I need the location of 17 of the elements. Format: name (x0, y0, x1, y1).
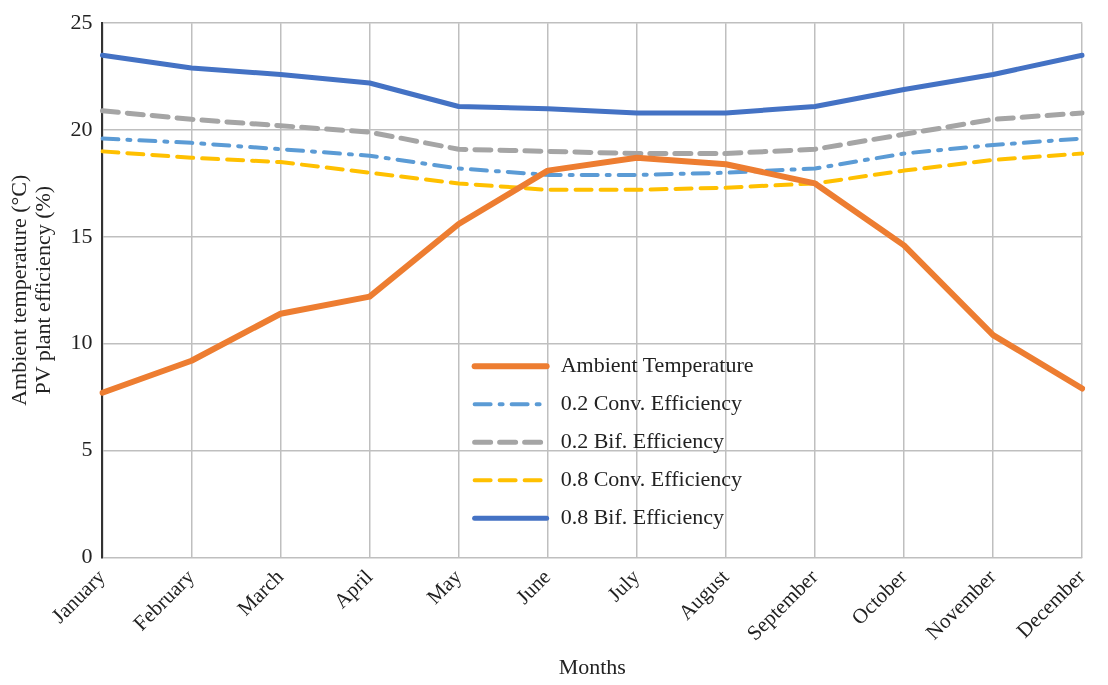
y-tick-label: 10 (70, 329, 93, 355)
y-tick-label: 15 (70, 222, 93, 248)
legend-label: 0.8 Conv. Efficiency (560, 466, 743, 492)
legend-label: 0.2 Conv. Efficiency (560, 390, 743, 416)
line-series (100, 149, 1085, 192)
legend-label: 0.2 Bif. Efficiency (560, 428, 724, 454)
x-tick-label: May (421, 564, 467, 609)
x-axis-title: Months (558, 653, 626, 679)
y-tick-label: 20 (70, 115, 93, 141)
legend-label: Ambient Temperature (560, 352, 754, 378)
x-tick-label: July (602, 564, 645, 607)
y-axis-title: Ambient temperature (°C) PV plant efficiency (%) (5, 174, 56, 406)
y-tick-label: 25 (70, 8, 93, 34)
y-tick-label: 0 (81, 543, 93, 569)
x-tick-label: June (511, 564, 556, 609)
y-tick-label: 5 (81, 436, 93, 462)
legend-label: 0.8 Bif. Efficiency (560, 504, 724, 530)
